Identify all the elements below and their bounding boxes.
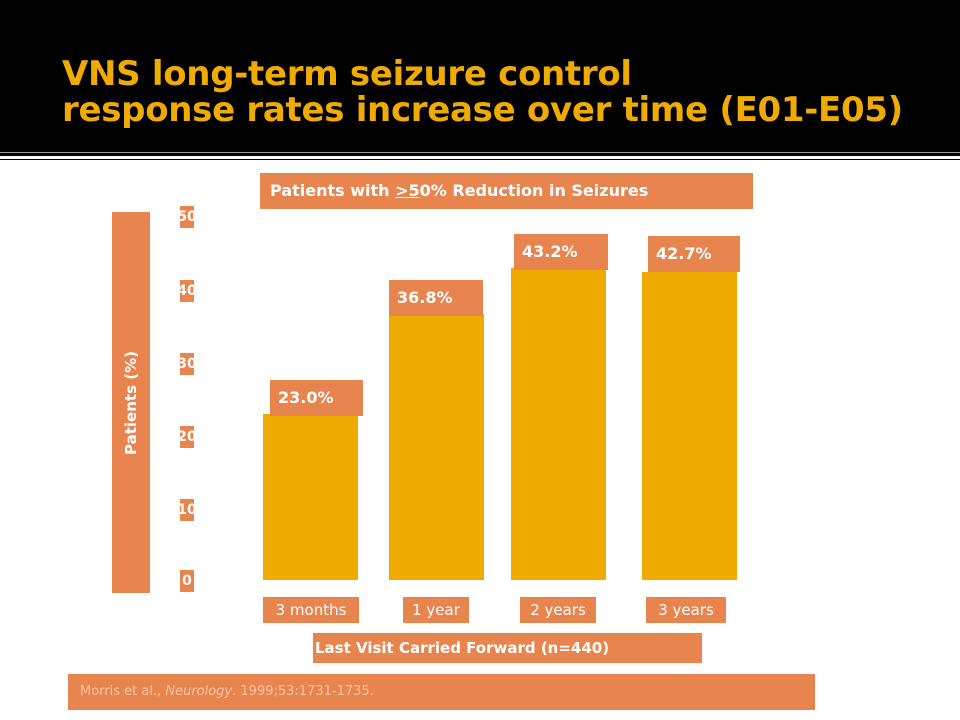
chart-title-underlined: >5 <box>395 181 420 200</box>
y-tick-label: 20 <box>177 426 197 448</box>
data-label: 36.8% <box>389 280 483 316</box>
data-label: 43.2% <box>514 234 608 270</box>
x-tick-label: 3 months <box>263 597 359 623</box>
bar <box>263 413 358 580</box>
citation-details: . 1999;53:1731-1735. <box>232 684 374 699</box>
slide-title-line1: VNS long-term seizure control <box>62 54 632 94</box>
chart-title-prefix: Patients with <box>270 181 396 200</box>
data-label: 42.7% <box>648 236 740 272</box>
x-tick-label: 1 year <box>403 597 469 623</box>
title-bar: VNS long-term seizure control response r… <box>0 0 960 150</box>
divider-thick <box>0 156 960 159</box>
bar <box>642 271 737 580</box>
citation-journal: Neurology <box>165 684 233 699</box>
x-axis-label: Last Visit Carried Forward (n=440) <box>313 633 702 663</box>
y-tick-label: 30 <box>177 353 197 375</box>
y-tick-label: 40 <box>177 280 197 302</box>
bar <box>389 314 484 580</box>
x-tick-label: 2 years <box>520 597 596 623</box>
bar <box>511 268 606 580</box>
chart-title: Patients with >50% Reduction in Seizures <box>260 173 753 209</box>
citation: Morris et al., Neurology. 1999;53:1731-1… <box>68 674 815 710</box>
slide-title-line2: response rates increase over time (E01-E… <box>62 90 903 130</box>
divider-thin <box>0 152 960 153</box>
data-label: 23.0% <box>270 380 363 416</box>
y-axis-label: Patients (%) <box>112 212 150 593</box>
y-tick-label: 0 <box>180 570 194 592</box>
x-tick-label: 3 years <box>646 597 726 623</box>
slide-title: VNS long-term seizure control response r… <box>62 56 942 128</box>
y-axis-label-text: Patients (%) <box>122 350 140 455</box>
y-tick-label: 50 <box>177 206 197 228</box>
citation-authors: Morris et al., <box>80 684 166 699</box>
chart-title-suffix: 0% Reduction in Seizures <box>419 181 649 200</box>
y-tick-label: 10 <box>177 499 197 521</box>
